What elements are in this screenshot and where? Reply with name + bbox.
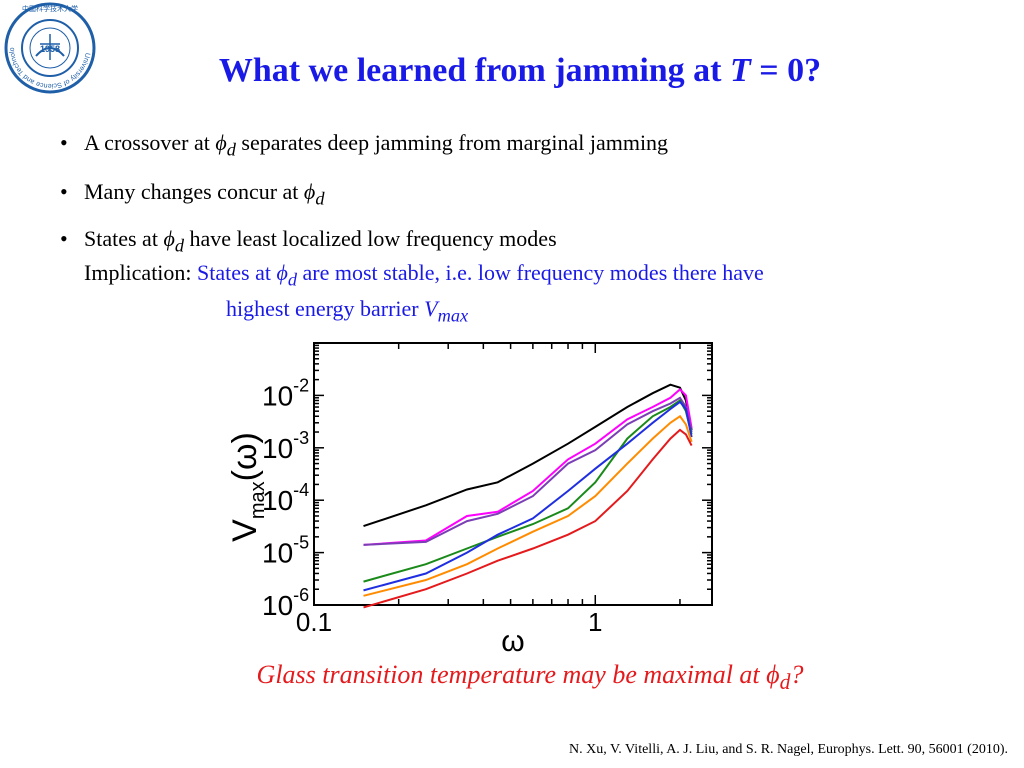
- axis-ticks: [313, 343, 712, 606]
- implication-line-2: highest energy barrier Vmax: [226, 296, 468, 326]
- series-line: [363, 428, 693, 609]
- x-tick-labels: 0.1 1: [296, 607, 603, 637]
- slide-title: What we learned from jamming at T = 0?: [0, 52, 1024, 90]
- implication-text: are most stable, i.e. low frequency mode…: [297, 260, 764, 285]
- bullet-text: separates deep jamming from marginal jam…: [235, 130, 669, 155]
- bullet-text: have least localized low frequency modes: [184, 226, 557, 251]
- phi-subscript: d: [226, 139, 236, 160]
- phi-symbol: ϕ: [163, 226, 175, 251]
- plot-frame: [313, 342, 713, 606]
- bullet-text: Many changes concur at: [84, 179, 304, 204]
- x-axis-label: ω: [501, 625, 524, 655]
- bullet-text: A crossover at: [84, 130, 216, 155]
- phi-subscript: d: [174, 235, 184, 256]
- vmax-subscript: max: [437, 305, 469, 326]
- x-tick-label: 1: [588, 607, 602, 637]
- vmax-chart: 10-610-510-410-310-2 0.1 1 ω Vmax(ω): [226, 342, 713, 655]
- glass-text: ?: [790, 660, 804, 689]
- glass-transition-note: Glass transition temperature may be maxi…: [0, 660, 1024, 695]
- phi-symbol: ϕ: [303, 179, 316, 204]
- vmax-variable: V: [424, 296, 438, 321]
- university-logo: 1958 University of Science and Technolog…: [2, 0, 96, 94]
- bullet-crossover: • A crossover at ϕd separates deep jammin…: [60, 130, 669, 160]
- bullet-text: States at: [84, 226, 164, 251]
- title-variable: T: [730, 52, 751, 89]
- y-label-sub: max: [247, 481, 269, 519]
- implication-line-1: Implication: States at ϕd are most stabl…: [84, 260, 764, 290]
- y-tick-label: 10-2: [262, 375, 309, 411]
- y-tick-label: 10-3: [262, 428, 309, 464]
- series-line: [363, 383, 693, 528]
- bullet-many-changes: • Many changes concur at ϕd: [60, 179, 325, 209]
- series-lines: [363, 383, 693, 609]
- title-prefix: What we learned from jamming at: [218, 52, 731, 89]
- logo-chinese-text: 中国科学技术大学: [22, 4, 78, 13]
- implication-text: States at: [197, 260, 277, 285]
- y-tick-labels: 10-6 10-5 10-4 10-3 10-2: [262, 375, 309, 621]
- series-line: [363, 396, 693, 546]
- phi-subscript: d: [779, 670, 791, 695]
- phi-subscript: d: [315, 188, 325, 209]
- phi-subscript: d: [287, 269, 298, 290]
- x-tick-label: 0.1: [296, 607, 332, 637]
- y-label-main: V: [226, 519, 264, 542]
- logo-year: 1958: [40, 44, 60, 54]
- series-line: [363, 400, 693, 592]
- phi-symbol: ϕ: [215, 130, 227, 155]
- series-line: [363, 388, 693, 546]
- y-axis-label: Vmax(ω): [226, 432, 269, 542]
- y-tick-label: 10-5: [262, 533, 309, 569]
- bullet-least-localized: • States at ϕd have least localized low f…: [60, 226, 557, 256]
- y-tick-label: 10-4: [262, 480, 309, 516]
- glass-text: Glass transition temperature may be maxi…: [256, 660, 767, 689]
- series-line: [363, 414, 693, 597]
- phi-symbol: ϕ: [276, 260, 288, 285]
- implication-text: highest energy barrier: [226, 296, 425, 321]
- y-tick-label: 10-6: [262, 585, 309, 621]
- implication-label: Implication:: [84, 260, 198, 285]
- y-label-arg: (ω): [226, 432, 264, 481]
- reference-citation: N. Xu, V. Vitelli, A. J. Liu, and S. R. …: [569, 742, 1008, 757]
- series-line: [363, 399, 693, 583]
- phi-symbol: ϕ: [766, 660, 780, 689]
- title-suffix: = 0?: [750, 52, 822, 89]
